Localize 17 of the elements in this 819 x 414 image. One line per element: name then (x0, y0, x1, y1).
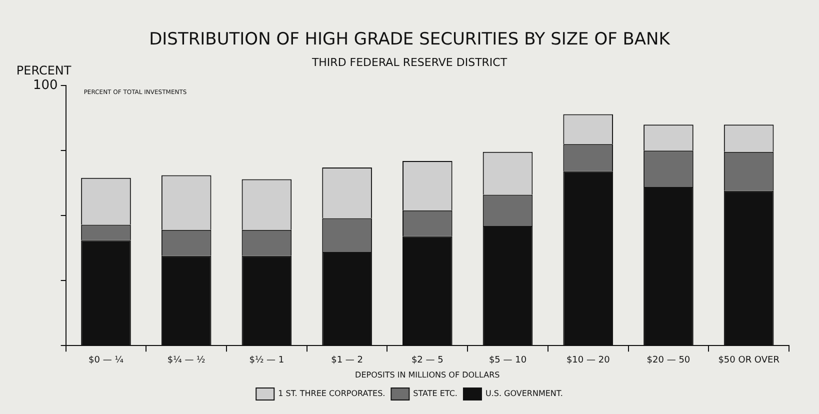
x-tick-label: $1 — 2 (331, 355, 364, 366)
x-tick-label: $50 OR OVER (718, 355, 780, 366)
x-axis-title: DEPOSITS IN MILLIONS OF DOLLARS (355, 370, 500, 380)
x-tick-label: $5 — 10 (488, 355, 527, 366)
x-tick-label: $10 — 20 (566, 355, 610, 366)
x-tick-label: $2 — 5 (411, 355, 444, 366)
y-axis-title: PERCENT (16, 64, 72, 78)
x-tick-label: $20 — 50 (646, 355, 690, 366)
x-tick-label: $½ — 1 (249, 355, 284, 366)
legend-label: U.S. GOVERNMENT. (485, 389, 563, 398)
legend-label: STATE ETC. (413, 389, 458, 398)
legend-label: 1 ST. THREE CORPORATES. (278, 389, 386, 398)
chart-title: DISTRIBUTION OF HIGH GRADE SECURITIES BY SIZE OF BANK (149, 30, 671, 50)
y-tick-label: 100 (32, 78, 58, 93)
x-tick-label: $0 — ¼ (88, 355, 124, 366)
chart-subtitle: THIRD FEDERAL RESERVE DISTRICT (310, 56, 508, 69)
x-tick-label: $¼ — ½ (167, 355, 206, 366)
